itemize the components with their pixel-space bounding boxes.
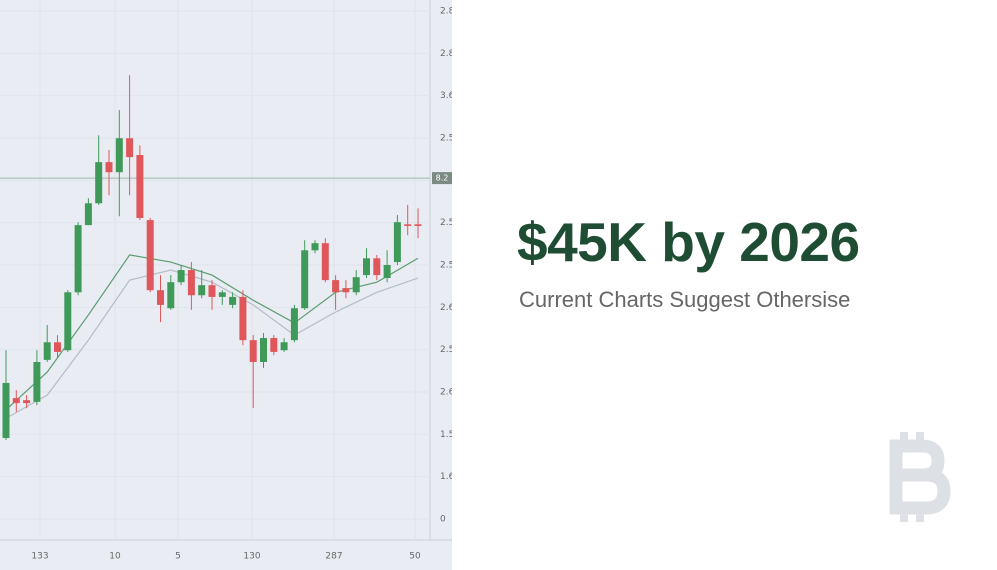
candle-body (198, 285, 206, 296)
candle-body (301, 250, 309, 309)
bitcoin-mark (900, 508, 908, 522)
candle-body (95, 162, 103, 204)
x-tick-label: 5 (175, 552, 181, 562)
candle-body (290, 308, 298, 341)
highlight-label: 8.2 (436, 174, 449, 183)
candle-body (404, 224, 412, 226)
candle-body (342, 288, 350, 293)
y-tick-label: 2.8 (440, 49, 452, 59)
x-tick-label: 50 (409, 552, 421, 562)
bitcoin-mark (916, 432, 924, 446)
y-tick-label: 2.8 (440, 7, 452, 17)
candle-body (105, 162, 113, 173)
candle-body (239, 296, 247, 341)
chart-background (0, 0, 452, 570)
bitcoin-mark (889, 439, 951, 515)
x-tick-label: 133 (31, 552, 48, 562)
highlight-box (432, 172, 452, 185)
candle-body (270, 338, 278, 352)
candle-body (208, 285, 216, 297)
candle-body (177, 270, 185, 283)
bitcoin-logo (889, 432, 951, 522)
candle-body (64, 292, 72, 351)
y-tick-label: 1.6 (440, 472, 452, 482)
y-tick-label: 0 (440, 515, 446, 525)
x-tick-label: 287 (325, 552, 342, 562)
candle-body (23, 400, 31, 404)
candle-body (321, 243, 329, 281)
candle-body (84, 203, 92, 226)
candle-body (115, 138, 123, 173)
x-tick-label: 130 (243, 552, 260, 562)
candle-body (363, 258, 370, 276)
candle-body (260, 338, 267, 362)
y-tick-label: 1.5 (440, 430, 452, 440)
candle-body (33, 361, 41, 402)
y-tick-label: 2.5 (440, 134, 452, 144)
candle-body (393, 222, 401, 263)
candle-body (249, 340, 257, 362)
headline: $45K by 2026 (517, 211, 860, 273)
bitcoin-mark (916, 508, 924, 522)
candle-body (157, 290, 164, 305)
chart: 2.8 2.8 3.6 2.5 2.5 2.5 2.6 2.5 2.6 1.5 1.6 0 133 10 5… (0, 0, 452, 570)
candle-body (229, 296, 237, 305)
subtitle: Current Charts Suggest Othersise (519, 287, 851, 312)
candle-body (332, 280, 340, 293)
candle-body (373, 258, 381, 276)
candle-body (146, 220, 154, 291)
candle-body (414, 224, 422, 226)
y-tick-label: 3.6 (440, 91, 452, 101)
y-tick-label: 2.5 (440, 261, 452, 271)
candle-body (167, 282, 175, 309)
y-tick-label: 2.6 (440, 303, 452, 313)
candle-body (280, 342, 288, 351)
bitcoin-mark (900, 432, 908, 446)
candle-body (54, 342, 61, 352)
candle-body (352, 277, 360, 293)
x-tick-label: 10 (109, 552, 121, 562)
y-tick-label: 2.6 (440, 388, 452, 398)
candle-body (74, 225, 82, 293)
candle-body (136, 155, 144, 218)
y-tick-label: 2.5 (440, 345, 452, 355)
candle-body (383, 265, 391, 279)
candle-body (218, 292, 226, 297)
candle-body (43, 342, 51, 360)
candle-body (311, 243, 319, 251)
candle-body (126, 138, 134, 158)
candle-body (2, 382, 10, 438)
candle-body (187, 270, 195, 296)
candle-body (12, 398, 20, 404)
y-tick-label: 2.5 (440, 218, 452, 228)
